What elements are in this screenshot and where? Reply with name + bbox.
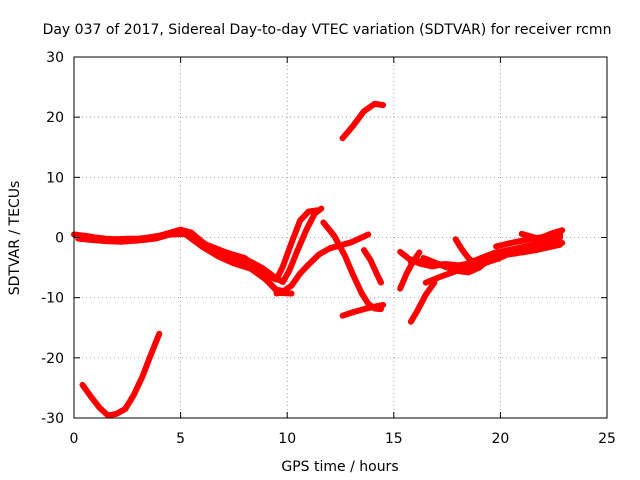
axis-ticks: 0 5 10 15 20 25 -30 -20 -10 0 10 20 30 bbox=[41, 50, 616, 447]
y-tick-label: 20 bbox=[46, 110, 64, 126]
x-tick-label: 5 bbox=[176, 431, 185, 447]
series-line-track-b bbox=[75, 230, 295, 297]
series-line-track-h bbox=[361, 247, 384, 286]
series-line-track-l bbox=[397, 249, 423, 292]
y-axis-label: SDTVAR / TECUs bbox=[7, 181, 23, 296]
series-line-track-d bbox=[198, 205, 325, 285]
series-line-track-m bbox=[407, 279, 438, 325]
series-line-track-j bbox=[79, 330, 163, 419]
x-tick-label: 10 bbox=[278, 431, 296, 447]
series-line-track-s bbox=[497, 239, 566, 259]
series-line-track-g bbox=[339, 301, 387, 319]
x-tick-label: 15 bbox=[385, 431, 403, 447]
y-tick-label: 10 bbox=[46, 170, 64, 186]
series-line-track-p bbox=[420, 233, 564, 270]
series-line-track-t bbox=[518, 227, 566, 242]
chart-title: Day 037 of 2017, Sidereal Day-to-day VTE… bbox=[43, 22, 612, 38]
y-tick-label: -30 bbox=[41, 411, 64, 427]
series-group bbox=[71, 100, 566, 419]
x-tick-label: 25 bbox=[598, 431, 616, 447]
y-tick-label: 0 bbox=[55, 231, 64, 247]
y-tick-label: 30 bbox=[46, 50, 64, 66]
series-line-track-e bbox=[273, 231, 372, 297]
series-line-track-q bbox=[452, 236, 480, 269]
x-axis-label: GPS time / hours bbox=[281, 459, 398, 475]
y-tick-label: -20 bbox=[41, 351, 64, 367]
x-tick-label: 0 bbox=[70, 431, 79, 447]
series-line-track-i bbox=[339, 100, 387, 142]
x-tick-label: 20 bbox=[491, 431, 509, 447]
y-tick-label: -10 bbox=[41, 291, 64, 307]
